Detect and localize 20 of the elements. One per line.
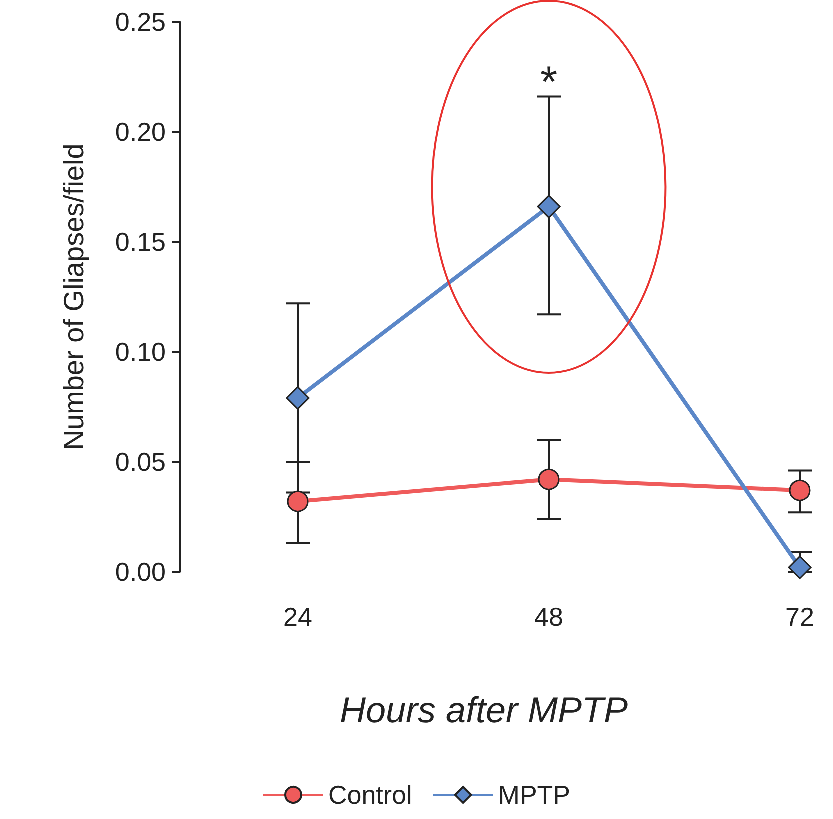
legend-label: Control xyxy=(328,780,412,810)
y-tick-label: 0.25 xyxy=(115,7,166,37)
legend-label: MPTP xyxy=(498,780,571,810)
x-tick-label: 24 xyxy=(284,602,312,632)
point xyxy=(789,480,811,502)
point xyxy=(286,386,310,410)
point xyxy=(538,468,560,490)
y-tick-label: 0.15 xyxy=(115,227,166,257)
point xyxy=(788,556,812,580)
point xyxy=(537,195,561,219)
y-tick-label: 0.20 xyxy=(115,117,166,147)
y-axis-title: Number of Gliapses/field xyxy=(58,144,90,450)
x-tick-label: 48 xyxy=(534,602,564,632)
y-tick-label: 0.10 xyxy=(115,337,166,367)
x-tick-label: 72 xyxy=(786,602,814,632)
y-tick-label: 0.00 xyxy=(115,557,166,587)
x-axis-title: Hours after MPTP xyxy=(340,690,628,730)
annotation: * xyxy=(540,58,558,107)
y-tick-label: 0.05 xyxy=(115,447,166,477)
point xyxy=(287,490,309,512)
